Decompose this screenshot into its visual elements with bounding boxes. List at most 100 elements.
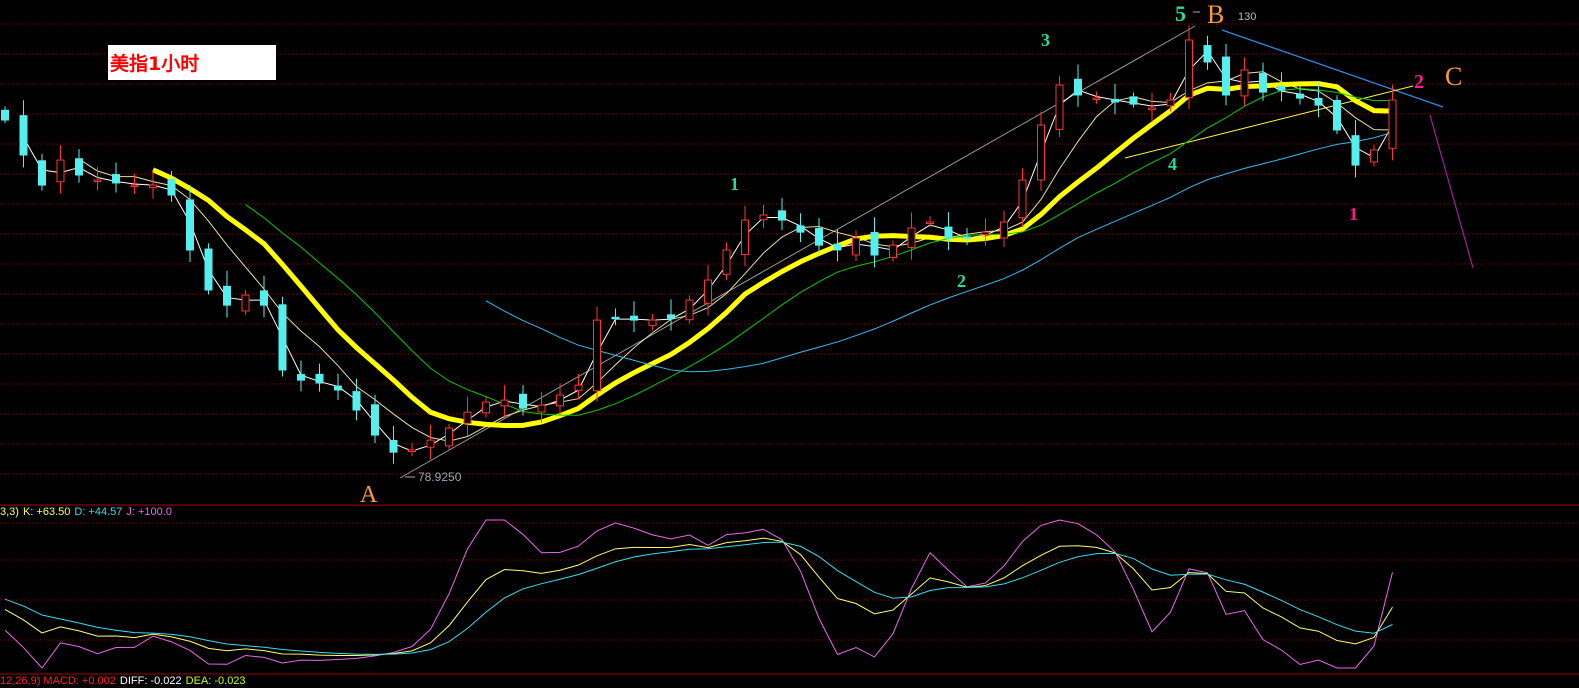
high-price-label: 130 — [1238, 11, 1257, 23]
wave-label-2: 2 — [957, 271, 966, 291]
candle-down — [1, 109, 9, 121]
kdj-j-line — [4, 519, 1393, 669]
candle-down — [260, 290, 268, 306]
candle-up — [1000, 221, 1008, 239]
candle-up — [574, 384, 583, 391]
wave-label-B: B — [1207, 0, 1225, 29]
candle-up — [759, 214, 768, 221]
candle-up — [1370, 149, 1378, 163]
candle-up — [1092, 97, 1101, 101]
grid-lines — [0, 23, 1579, 641]
candle-up — [482, 401, 490, 414]
candle-down — [963, 236, 971, 239]
candle-up — [1018, 179, 1027, 219]
candle-down — [944, 226, 953, 239]
candle-down — [796, 225, 805, 233]
candle-down — [1333, 99, 1341, 131]
candle-up — [93, 179, 102, 183]
wave-label-3: 3 — [1041, 30, 1050, 50]
candle-up — [907, 227, 916, 248]
macd-readout: 12,26,9) MACD: +0.002 DIFF: -0.022 DEA: -0… — [0, 675, 250, 687]
candle-up — [648, 319, 657, 326]
low-price-label: 78.9250 — [418, 470, 462, 484]
candle-down — [815, 227, 823, 246]
candle-down — [667, 314, 675, 319]
wave-label-dash: – — [1193, 4, 1200, 19]
wave-label-C: C — [1445, 62, 1463, 91]
candle-down — [1277, 85, 1286, 91]
trendline-yellow — [1124, 85, 1414, 159]
candle-up — [500, 399, 509, 407]
candle-down — [315, 373, 324, 384]
wave-label-4: 4 — [1168, 154, 1177, 174]
candle-down — [519, 393, 527, 409]
wave-label-A: A — [360, 482, 378, 508]
macd-dea: DEA: -0.023 — [185, 675, 246, 687]
moving-averages — [23, 50, 1393, 452]
candle-down — [1259, 73, 1267, 93]
candle-up — [56, 159, 65, 183]
candle-up — [426, 439, 435, 448]
candle-up — [926, 221, 934, 225]
candle-down — [389, 439, 398, 453]
candle-down — [371, 404, 379, 436]
wave-label-5: 5 — [1175, 1, 1186, 26]
candle-down — [1111, 98, 1119, 103]
kdj-d-line — [4, 541, 1393, 655]
candle-up — [981, 231, 990, 236]
candle-up — [1055, 84, 1064, 130]
ma-60-line — [485, 131, 1393, 373]
candle-down — [1203, 45, 1212, 63]
kdj-k: K: +63.50 — [22, 506, 71, 518]
candle-down — [223, 285, 231, 306]
candle-up — [1148, 107, 1156, 111]
candle-up — [463, 411, 472, 424]
candle-up — [537, 404, 546, 413]
candle-up — [149, 184, 157, 189]
ma-20-line — [151, 81, 1393, 429]
candle-down — [1222, 56, 1230, 96]
candle-down — [870, 232, 879, 256]
candle-up — [130, 184, 139, 188]
macd-value: 12,26,9) MACD: +0.002 — [0, 675, 116, 687]
wave-label-1: 1 — [730, 174, 739, 194]
candle-down — [112, 174, 120, 184]
kdj-d: D: +44.57 — [74, 506, 123, 518]
candle-up — [852, 237, 860, 256]
candle-up — [1240, 69, 1249, 97]
candle-up — [889, 244, 897, 259]
candle-down — [75, 158, 83, 176]
candle-down — [630, 315, 638, 321]
wave-label-c1: 1 — [1349, 204, 1358, 224]
candle-up — [1388, 99, 1397, 149]
wave-label-c2: 2 — [1414, 71, 1424, 93]
candle-up — [704, 279, 712, 304]
trendline-blue — [1221, 29, 1444, 108]
candle-up — [241, 294, 250, 312]
macd-diff: DIFF: -0.022 — [119, 675, 182, 687]
chart-title-box: 美指1小时 — [108, 45, 276, 80]
candle-down — [833, 243, 842, 251]
candle-down — [778, 210, 786, 221]
kdj-readout: 3,3) K: +63.50 D: +44.57 J: +100.0 — [0, 506, 176, 518]
candle-down — [1074, 78, 1082, 96]
candle-up — [1185, 39, 1193, 98]
candle-down — [167, 179, 176, 196]
ma-5-line — [23, 50, 1393, 452]
candle-down — [352, 391, 361, 411]
candle-down — [334, 385, 342, 391]
candle-up — [722, 249, 731, 275]
candle-up — [408, 449, 416, 453]
chart-title: 美指1小时 — [110, 53, 200, 75]
candle-up — [685, 299, 694, 321]
candle-up — [1037, 124, 1045, 181]
candle-down — [297, 374, 305, 381]
candles — [1, 25, 1397, 464]
projection-purple — [1429, 114, 1474, 269]
kdj-lines — [4, 519, 1393, 669]
candle-up — [593, 319, 601, 392]
candle-up — [556, 394, 564, 407]
candle-up — [741, 219, 749, 256]
candle-up — [445, 427, 453, 447]
